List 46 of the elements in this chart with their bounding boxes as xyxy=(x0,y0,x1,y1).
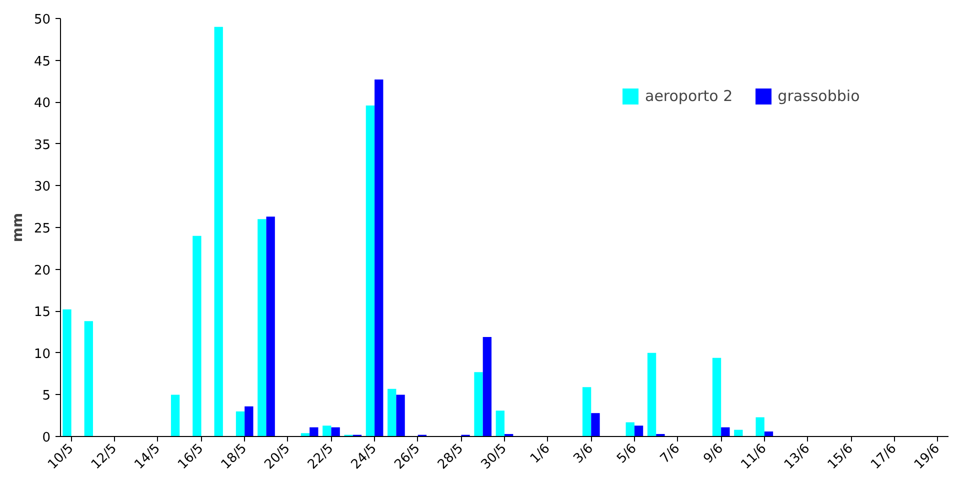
bar xyxy=(582,387,592,436)
bar xyxy=(482,337,492,436)
bar xyxy=(258,219,266,436)
bar xyxy=(712,358,722,436)
bar xyxy=(236,411,245,436)
x-tick-label: 3/6 xyxy=(571,441,596,467)
x-tick-label: 5/6 xyxy=(614,441,640,467)
x-tick-label: 1/6 xyxy=(528,441,554,467)
x-tick-label: 9/6 xyxy=(700,441,726,467)
bar xyxy=(474,372,483,436)
y-axis-title: mm xyxy=(10,212,26,242)
y-tick-label: 0 xyxy=(42,430,51,446)
y-tick-label: 35 xyxy=(34,138,51,153)
bar xyxy=(170,394,180,436)
bar xyxy=(374,80,384,436)
bar xyxy=(626,422,634,436)
bar xyxy=(266,216,275,436)
bar xyxy=(366,105,375,436)
bar xyxy=(647,352,656,436)
y-tick-label: 20 xyxy=(34,263,51,278)
bar xyxy=(396,394,405,436)
bar xyxy=(214,26,223,436)
y-tick-label: 45 xyxy=(34,54,51,70)
legend-label: aeroporto 2 xyxy=(645,87,733,105)
bar xyxy=(310,427,318,436)
bar xyxy=(244,406,254,436)
y-tick-label: 40 xyxy=(34,96,51,112)
bar xyxy=(331,427,340,436)
bar xyxy=(591,413,600,436)
bar xyxy=(721,427,730,436)
bar xyxy=(84,321,93,436)
y-tick-label: 10 xyxy=(34,346,51,362)
y-tick-label: 15 xyxy=(34,305,51,320)
x-tick-label: 7/6 xyxy=(658,441,684,467)
bar xyxy=(192,236,202,436)
bar xyxy=(322,426,332,436)
y-tick-label: 25 xyxy=(34,222,51,236)
y-tick-label: 5 xyxy=(42,388,51,404)
y-tick-label: 30 xyxy=(34,180,51,195)
legend-label: grassobbio xyxy=(778,87,860,105)
bar xyxy=(62,309,72,436)
bar xyxy=(496,410,504,436)
bar xyxy=(756,417,764,436)
bar xyxy=(388,388,396,436)
y-tick-label: 50 xyxy=(34,12,51,28)
bar xyxy=(634,426,644,436)
